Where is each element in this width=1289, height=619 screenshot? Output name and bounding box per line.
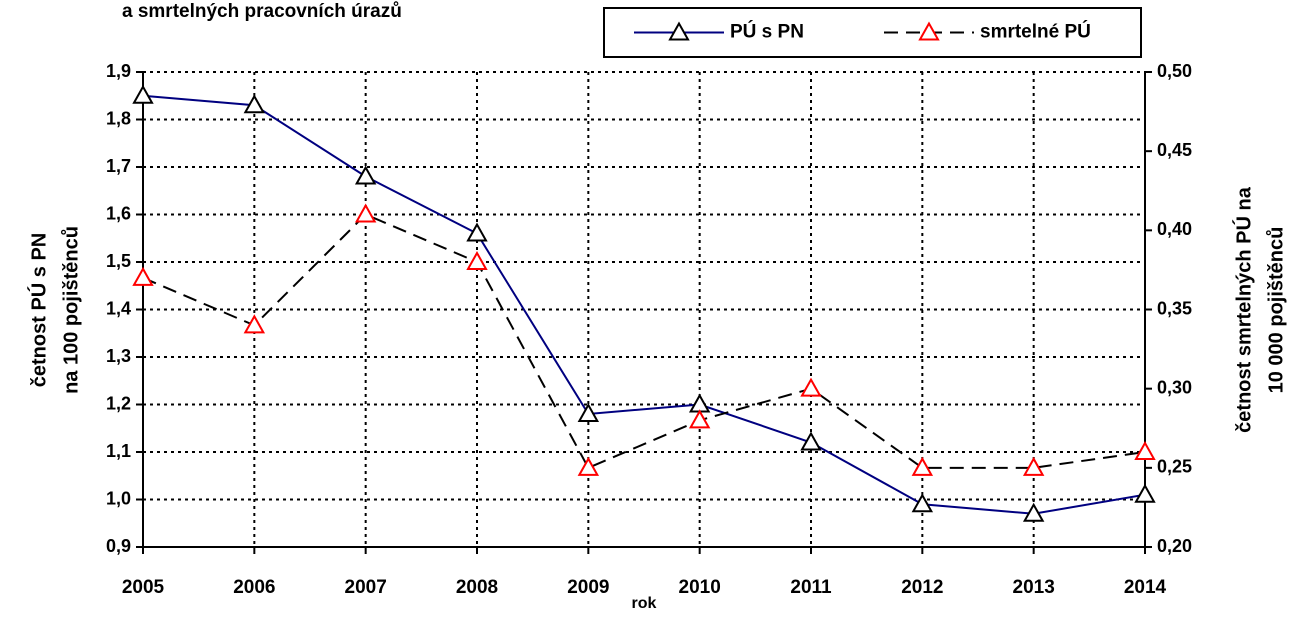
y2-tick-label: 0,30 [1157,377,1192,397]
x-tick-label: 2011 [790,577,832,598]
y2-tick-label: 0,25 [1157,457,1192,477]
marker [132,84,154,104]
y-tick-label: 1,0 [106,488,131,508]
marker [243,94,266,114]
marker [800,377,822,397]
marker [1022,502,1045,522]
y-tick-label: 1,4 [106,298,131,318]
x-axis-label: rok [632,595,657,612]
y2-tick-label: 0,35 [1157,298,1192,318]
marker [577,456,600,476]
legend-label: PÚ s PN [730,21,804,43]
marker [1134,440,1156,460]
x-tick-label: 2012 [901,577,943,598]
marker [354,203,377,223]
y-tick-label: 1,9 [106,61,131,81]
y-tick-label: 0,9 [106,536,131,556]
marker [132,266,154,286]
x-tick-label: 2010 [679,577,721,598]
axis-title: na 100 pojištěnců [60,226,82,394]
axis-title: 10 000 pojištěnců [1265,227,1287,394]
legend-label: smrtelné PÚ [980,21,1091,43]
x-tick-label: 2009 [567,577,609,598]
marker [911,493,934,513]
y-tick-label: 1,5 [106,251,131,271]
y-tick-label: 1,8 [106,108,131,128]
x-tick-label: 2013 [1013,577,1055,598]
y2-tick-label: 0,40 [1157,219,1192,239]
y2-tick-label: 0,45 [1157,140,1192,160]
axis-title: četnost smrtelných PÚ na [1231,186,1255,433]
marker [577,402,600,422]
marker [1134,483,1156,503]
x-tick-label: 2007 [345,577,387,598]
marker [466,222,488,242]
series-line [142,213,1146,470]
y-tick-label: 1,2 [106,393,131,413]
x-tick-label: 2006 [233,577,275,598]
x-tick-label: 2005 [122,577,165,598]
y2-tick-label: 0,50 [1157,61,1192,81]
legend-marker [668,21,690,41]
y-tick-label: 1,3 [106,346,131,366]
chart-title: a smrtelných pracovních úrazů [122,1,402,22]
marker [243,314,266,334]
x-tick-label: 2008 [456,577,498,598]
y2-tick-label: 0,20 [1157,536,1192,556]
axis-title: četnost PÚ s PN [26,233,50,387]
series-line [142,94,1146,515]
marker [911,456,934,476]
x-tick-label: 2014 [1124,577,1167,598]
marker [466,250,488,270]
marker [688,409,711,429]
y-tick-label: 1,7 [106,156,131,176]
marker [1022,456,1045,476]
marker [354,165,377,185]
marker [800,431,822,451]
y-tick-label: 1,1 [106,441,131,461]
legend-marker [918,21,940,41]
y-tick-label: 1,6 [106,203,131,223]
